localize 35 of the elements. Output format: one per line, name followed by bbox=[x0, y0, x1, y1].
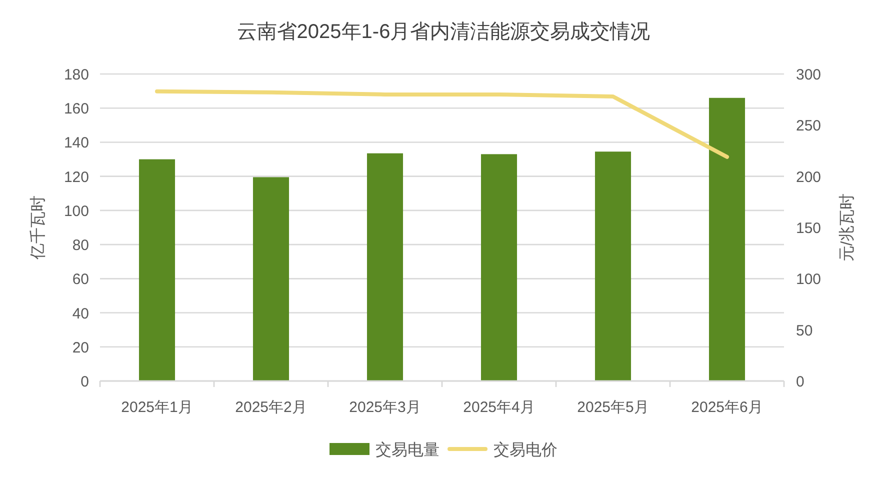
y-tick-label: 60 bbox=[72, 271, 89, 288]
bar bbox=[138, 159, 176, 381]
y2-tick-label: 0 bbox=[796, 374, 804, 390]
y-tick-label: 20 bbox=[72, 339, 89, 356]
y-tick-label: 160 bbox=[64, 100, 89, 118]
y-tick-label: 140 bbox=[64, 134, 89, 152]
x-tick-label: 2025年3月 bbox=[349, 399, 421, 416]
y-tick-label: 100 bbox=[64, 202, 89, 220]
y2-axis-title: 元/兆瓦时 bbox=[838, 193, 856, 262]
bar bbox=[366, 153, 404, 381]
y2-tick-label: 150 bbox=[796, 220, 822, 237]
x-tick-label: 2025年6月 bbox=[691, 399, 763, 416]
legend-label: 交易电价 bbox=[494, 441, 558, 459]
y-tick-label: 40 bbox=[72, 305, 89, 322]
x-tick-label: 2025年2月 bbox=[235, 399, 307, 416]
x-tick-label: 2025年4月 bbox=[463, 399, 535, 416]
legend-label: 交易电量 bbox=[376, 441, 440, 459]
y-tick-label: 180 bbox=[64, 66, 89, 84]
y-tick-label: 0 bbox=[80, 374, 89, 390]
x-tick-label: 2025年5月 bbox=[577, 399, 649, 416]
bar bbox=[252, 177, 290, 381]
y2-tick-label: 50 bbox=[796, 322, 813, 340]
y-tick-label: 120 bbox=[64, 168, 89, 186]
chart-title: 云南省2025年1-6月省内清洁能源交易成交情况 bbox=[236, 21, 650, 43]
bar bbox=[594, 152, 632, 381]
y-axis-title: 亿千瓦时 bbox=[29, 196, 47, 260]
line-series bbox=[155, 89, 729, 159]
y2-tick-label: 200 bbox=[796, 168, 822, 186]
bar bbox=[480, 154, 518, 381]
y-tick-label: 80 bbox=[72, 237, 89, 254]
y2-tick-label: 250 bbox=[796, 118, 822, 135]
x-tick-label: 2025年1月 bbox=[121, 399, 193, 416]
y2-tick-label: 100 bbox=[796, 271, 822, 288]
y2-tick-label: 300 bbox=[796, 66, 822, 84]
bar bbox=[708, 98, 746, 381]
